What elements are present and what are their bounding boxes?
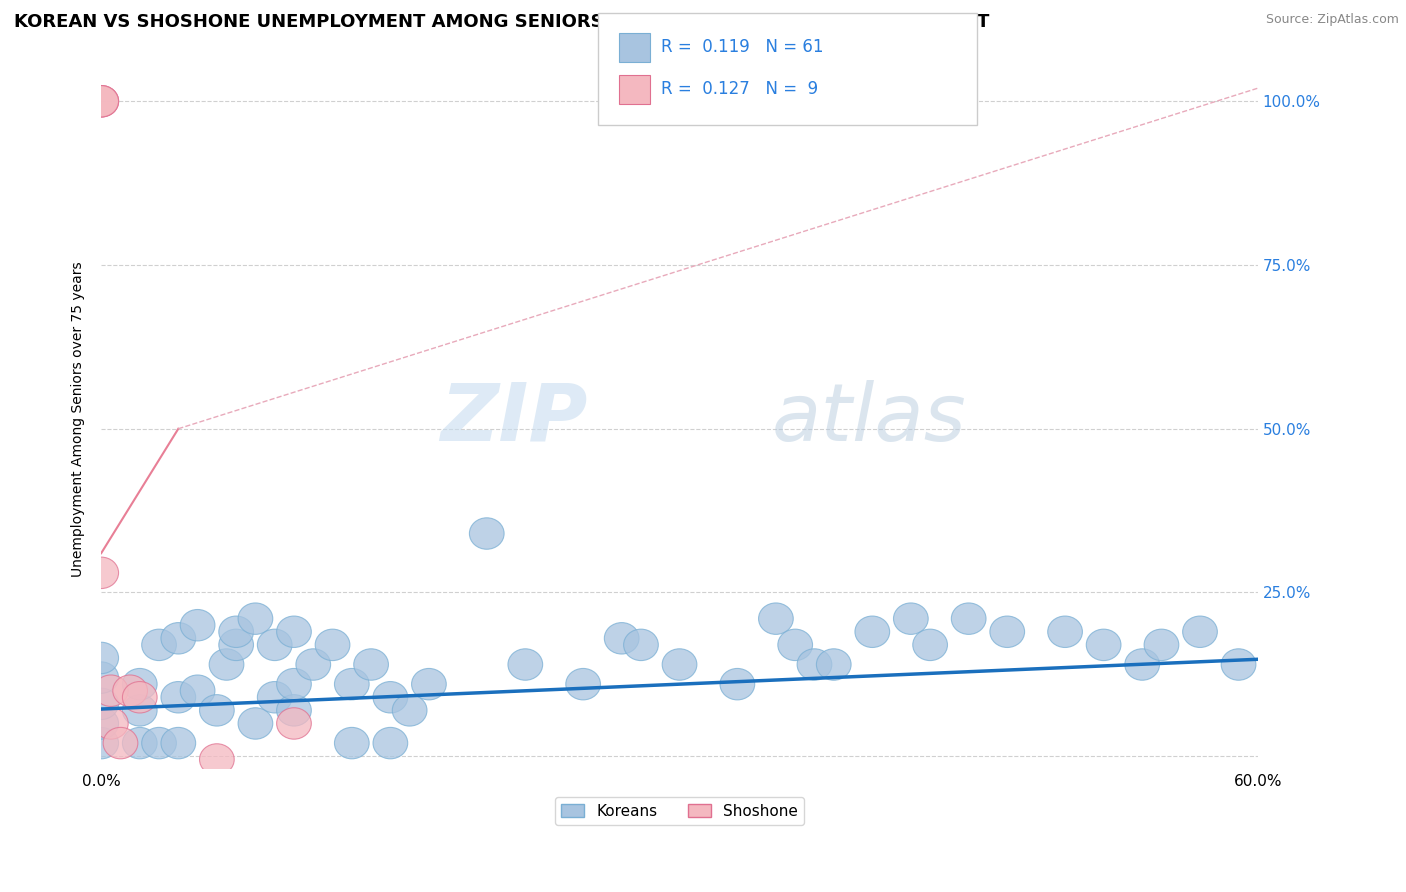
Ellipse shape (200, 695, 235, 726)
Ellipse shape (508, 648, 543, 681)
Ellipse shape (1047, 616, 1083, 648)
Ellipse shape (103, 727, 138, 759)
Ellipse shape (84, 86, 118, 117)
Ellipse shape (84, 688, 118, 720)
Ellipse shape (180, 675, 215, 706)
Ellipse shape (160, 681, 195, 713)
Ellipse shape (200, 744, 235, 775)
Ellipse shape (470, 518, 505, 549)
Ellipse shape (277, 616, 311, 648)
Text: Source: ZipAtlas.com: Source: ZipAtlas.com (1265, 13, 1399, 27)
Ellipse shape (122, 681, 157, 713)
Ellipse shape (335, 668, 370, 700)
Ellipse shape (142, 629, 176, 661)
Ellipse shape (855, 616, 890, 648)
Ellipse shape (720, 668, 755, 700)
Ellipse shape (122, 695, 157, 726)
Ellipse shape (180, 609, 215, 641)
Ellipse shape (142, 727, 176, 759)
Text: R =  0.127   N =  9: R = 0.127 N = 9 (661, 80, 818, 98)
Ellipse shape (122, 668, 157, 700)
Text: KOREAN VS SHOSHONE UNEMPLOYMENT AMONG SENIORS OVER 75 YEARS CORRELATION CHART: KOREAN VS SHOSHONE UNEMPLOYMENT AMONG SE… (14, 13, 990, 31)
Ellipse shape (84, 707, 118, 739)
Ellipse shape (94, 675, 128, 706)
Ellipse shape (1144, 629, 1178, 661)
Ellipse shape (277, 668, 311, 700)
Ellipse shape (315, 629, 350, 661)
Ellipse shape (893, 603, 928, 634)
Ellipse shape (257, 629, 292, 661)
Ellipse shape (160, 623, 195, 654)
Ellipse shape (392, 695, 427, 726)
Ellipse shape (412, 668, 446, 700)
Ellipse shape (990, 616, 1025, 648)
Ellipse shape (277, 707, 311, 739)
Ellipse shape (1182, 616, 1218, 648)
Text: ZIP: ZIP (440, 380, 586, 458)
Ellipse shape (295, 648, 330, 681)
Ellipse shape (1222, 648, 1256, 681)
Ellipse shape (84, 86, 118, 117)
Ellipse shape (94, 707, 128, 739)
Ellipse shape (759, 603, 793, 634)
Ellipse shape (238, 707, 273, 739)
Ellipse shape (219, 629, 253, 661)
Ellipse shape (624, 629, 658, 661)
Ellipse shape (257, 681, 292, 713)
Ellipse shape (662, 648, 697, 681)
Ellipse shape (277, 695, 311, 726)
Ellipse shape (84, 662, 118, 693)
Ellipse shape (1125, 648, 1160, 681)
Ellipse shape (238, 603, 273, 634)
Ellipse shape (605, 623, 640, 654)
Ellipse shape (1087, 629, 1121, 661)
Ellipse shape (84, 727, 118, 759)
Ellipse shape (912, 629, 948, 661)
Ellipse shape (817, 648, 851, 681)
Ellipse shape (778, 629, 813, 661)
Ellipse shape (373, 681, 408, 713)
Y-axis label: Unemployment Among Seniors over 75 years: Unemployment Among Seniors over 75 years (72, 261, 86, 577)
Ellipse shape (797, 648, 832, 681)
Ellipse shape (84, 558, 118, 589)
Ellipse shape (209, 648, 243, 681)
Ellipse shape (160, 727, 195, 759)
Ellipse shape (335, 727, 370, 759)
Legend: Koreans, Shoshone: Koreans, Shoshone (555, 797, 804, 825)
Ellipse shape (84, 86, 118, 117)
Ellipse shape (112, 675, 148, 706)
Ellipse shape (354, 648, 388, 681)
Ellipse shape (952, 603, 986, 634)
Ellipse shape (565, 668, 600, 700)
Ellipse shape (373, 727, 408, 759)
Text: atlas: atlas (772, 380, 967, 458)
Ellipse shape (219, 616, 253, 648)
Text: R =  0.119   N = 61: R = 0.119 N = 61 (661, 38, 824, 56)
Ellipse shape (84, 642, 118, 673)
Ellipse shape (122, 727, 157, 759)
